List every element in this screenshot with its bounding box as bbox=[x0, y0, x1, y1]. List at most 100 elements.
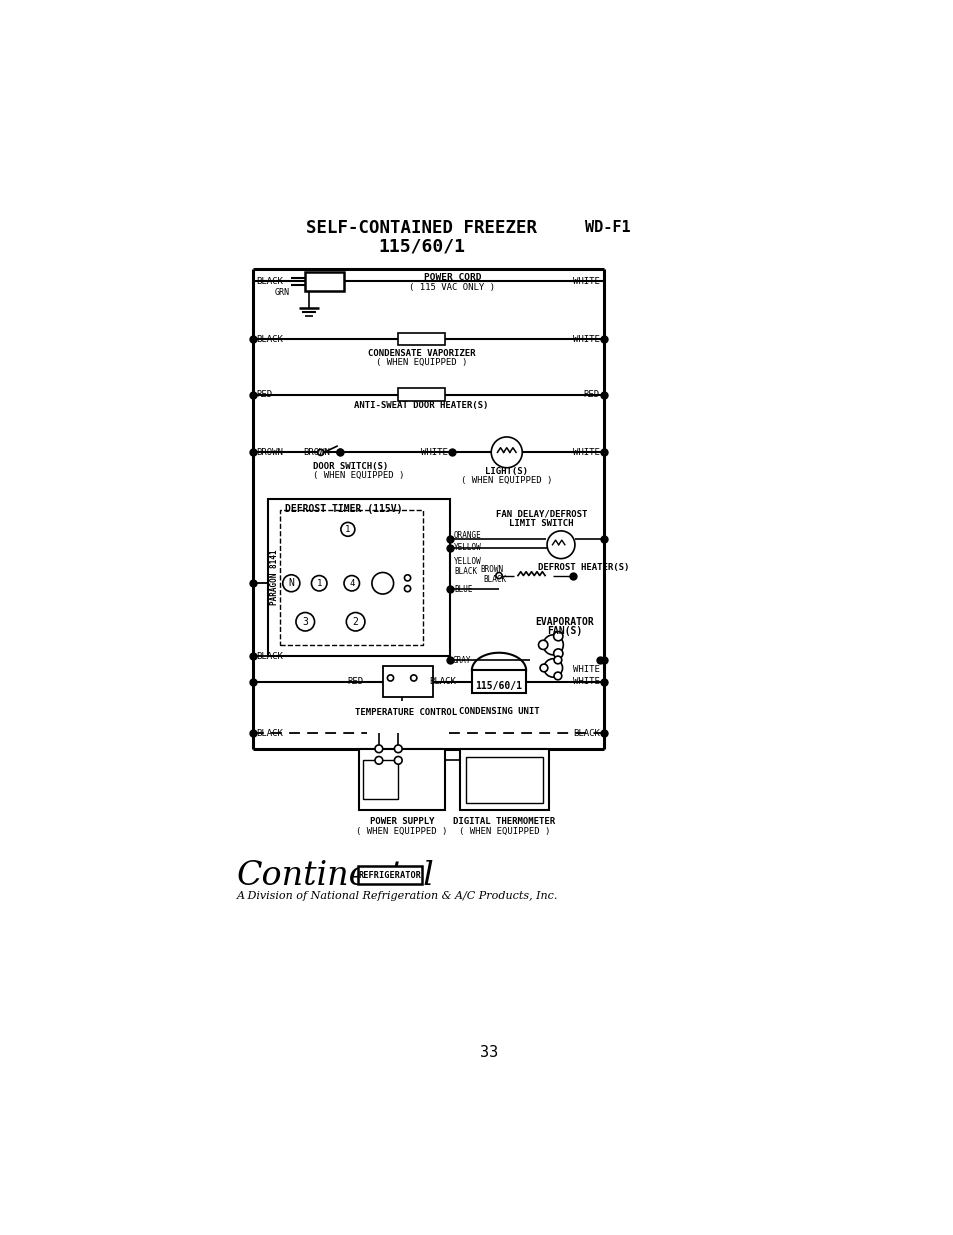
Text: ( WHEN EQUIPPED ): ( WHEN EQUIPPED ) bbox=[356, 826, 447, 836]
Circle shape bbox=[295, 613, 314, 631]
Text: BROWN: BROWN bbox=[256, 448, 283, 457]
Text: WHITE: WHITE bbox=[572, 335, 599, 343]
Text: BLACK: BLACK bbox=[572, 729, 599, 737]
Circle shape bbox=[553, 631, 562, 641]
Text: BLACK: BLACK bbox=[429, 677, 456, 687]
Text: DEFROST HEATER(S): DEFROST HEATER(S) bbox=[537, 563, 628, 572]
Text: BLACK: BLACK bbox=[256, 277, 283, 287]
Circle shape bbox=[410, 674, 416, 680]
Circle shape bbox=[542, 635, 562, 655]
Bar bbox=[382, 667, 433, 698]
Text: RED: RED bbox=[348, 677, 364, 687]
Circle shape bbox=[404, 585, 410, 592]
Text: 2: 2 bbox=[353, 616, 358, 626]
Text: YELLOW: YELLOW bbox=[454, 543, 481, 552]
Text: WHITE: WHITE bbox=[572, 277, 599, 287]
Text: FAN DELAY/DEFROST: FAN DELAY/DEFROST bbox=[496, 510, 587, 519]
Circle shape bbox=[317, 450, 323, 456]
Circle shape bbox=[394, 757, 402, 764]
Text: GRN: GRN bbox=[274, 289, 289, 298]
Text: BLACK: BLACK bbox=[256, 652, 283, 661]
Text: POWER SUPPLY: POWER SUPPLY bbox=[370, 818, 434, 826]
Text: BLACK: BLACK bbox=[483, 576, 506, 584]
Text: 1: 1 bbox=[345, 525, 350, 534]
Bar bbox=[363, 761, 397, 799]
Text: RED: RED bbox=[583, 390, 599, 399]
Bar bbox=[305, 272, 344, 290]
Circle shape bbox=[543, 658, 562, 677]
Text: BLACK: BLACK bbox=[454, 567, 476, 577]
Text: WHITE: WHITE bbox=[572, 448, 599, 457]
Circle shape bbox=[539, 664, 547, 672]
Bar bbox=[268, 499, 450, 656]
Text: 4: 4 bbox=[349, 579, 355, 588]
Bar bbox=[397, 333, 444, 346]
Text: 115/60/1: 115/60/1 bbox=[475, 680, 522, 690]
Circle shape bbox=[496, 573, 501, 579]
Text: ( 115 VAC ONLY ): ( 115 VAC ONLY ) bbox=[409, 283, 495, 291]
Circle shape bbox=[375, 745, 382, 752]
Circle shape bbox=[537, 640, 547, 650]
Bar bbox=[279, 510, 422, 645]
Text: BROWN: BROWN bbox=[480, 564, 503, 574]
Circle shape bbox=[554, 656, 561, 663]
Circle shape bbox=[491, 437, 521, 468]
Circle shape bbox=[404, 574, 410, 580]
Circle shape bbox=[344, 576, 359, 592]
Text: WHITE: WHITE bbox=[572, 677, 599, 687]
Text: 33: 33 bbox=[479, 1046, 497, 1061]
Text: PARAGON 8141: PARAGON 8141 bbox=[270, 550, 278, 605]
Text: BLUE: BLUE bbox=[454, 585, 472, 594]
Bar bbox=[397, 389, 444, 401]
Circle shape bbox=[553, 648, 562, 658]
Text: POWER CORD: POWER CORD bbox=[423, 273, 480, 282]
Text: WHITE: WHITE bbox=[572, 664, 599, 674]
Text: 115/60/1: 115/60/1 bbox=[377, 238, 464, 256]
Text: A Division of National Refrigeration & A/C Products, Inc.: A Division of National Refrigeration & A… bbox=[236, 890, 558, 900]
Circle shape bbox=[346, 613, 365, 631]
Text: ( WHEN EQUIPPED ): ( WHEN EQUIPPED ) bbox=[458, 826, 550, 836]
Circle shape bbox=[336, 450, 343, 456]
Circle shape bbox=[387, 674, 394, 680]
Text: SELF-CONTAINED FREEZER: SELF-CONTAINED FREEZER bbox=[306, 219, 537, 237]
Circle shape bbox=[311, 576, 327, 592]
Bar bbox=[472, 671, 525, 693]
Circle shape bbox=[282, 574, 299, 592]
Text: YELLOW: YELLOW bbox=[454, 557, 481, 566]
Text: EVAPORATOR: EVAPORATOR bbox=[535, 616, 594, 626]
Circle shape bbox=[340, 522, 355, 536]
Circle shape bbox=[394, 745, 402, 752]
Circle shape bbox=[372, 573, 394, 594]
Text: LIGHT(S): LIGHT(S) bbox=[485, 467, 528, 477]
Bar bbox=[466, 757, 542, 803]
Text: ( WHEN EQUIPPED ): ( WHEN EQUIPPED ) bbox=[375, 358, 467, 367]
Text: 1: 1 bbox=[316, 579, 321, 588]
Text: BROWN: BROWN bbox=[303, 448, 330, 457]
Text: WD-F1: WD-F1 bbox=[584, 220, 630, 235]
Text: DIGITAL THERMOMETER: DIGITAL THERMOMETER bbox=[453, 818, 555, 826]
Text: ( WHEN EQUIPPED ): ( WHEN EQUIPPED ) bbox=[460, 477, 552, 485]
Text: Continental: Continental bbox=[236, 860, 435, 892]
Text: ( WHEN EQUIPPED ): ( WHEN EQUIPPED ) bbox=[313, 471, 404, 480]
Text: CONDENSING UNIT: CONDENSING UNIT bbox=[458, 706, 538, 715]
Text: ANTI-SWEAT DOOR HEATER(S): ANTI-SWEAT DOOR HEATER(S) bbox=[354, 401, 488, 410]
Text: BLACK: BLACK bbox=[256, 335, 283, 343]
Text: WHITE: WHITE bbox=[421, 448, 448, 457]
Text: N: N bbox=[288, 578, 294, 588]
Text: BLACK: BLACK bbox=[256, 729, 283, 737]
Text: RED: RED bbox=[256, 390, 273, 399]
Text: GRAY: GRAY bbox=[452, 656, 471, 664]
Circle shape bbox=[546, 531, 575, 558]
Text: DOOR SWITCH(S): DOOR SWITCH(S) bbox=[313, 462, 388, 471]
Bar bbox=[459, 748, 549, 810]
Circle shape bbox=[375, 757, 382, 764]
Text: TEMPERATURE CONTROL: TEMPERATURE CONTROL bbox=[355, 708, 456, 718]
Text: FAN(S): FAN(S) bbox=[547, 626, 582, 636]
Text: CONDENSATE VAPORIZER: CONDENSATE VAPORIZER bbox=[367, 348, 475, 357]
Bar bbox=[359, 748, 444, 810]
Bar bbox=[357, 866, 422, 884]
Text: REFRIGERATOR: REFRIGERATOR bbox=[357, 871, 421, 879]
Text: 3: 3 bbox=[302, 616, 308, 626]
Circle shape bbox=[554, 672, 561, 679]
Text: DEFROST TIMER (115V): DEFROST TIMER (115V) bbox=[285, 504, 402, 514]
